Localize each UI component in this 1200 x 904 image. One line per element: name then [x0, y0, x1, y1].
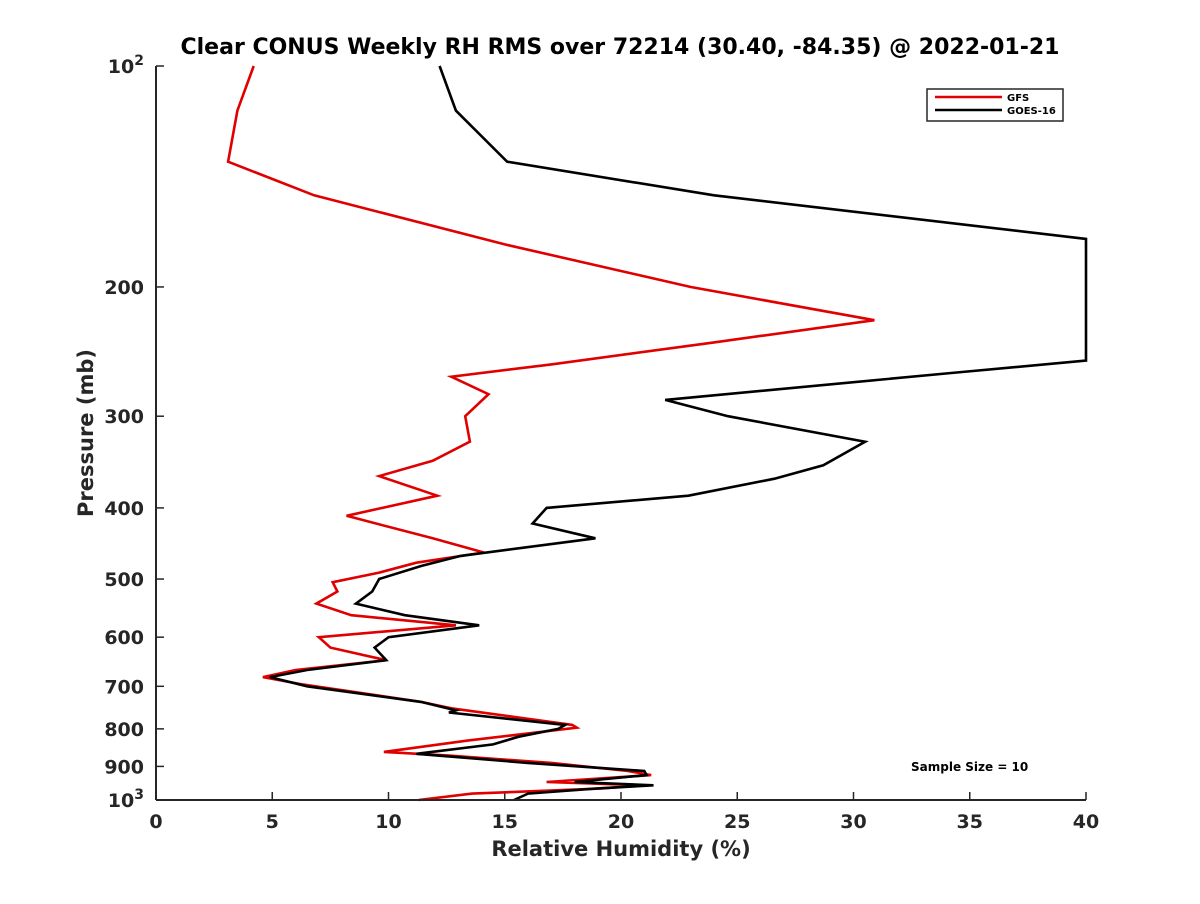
legend-box	[926, 88, 1064, 122]
series-layer	[226, 65, 1088, 802]
axis-ticks: 0 5 10 15 20 25 30 35 40 102 200 300 400 500 600 700 800…	[104, 53, 1099, 833]
legend-label-goes16: GOES-16	[1007, 106, 1056, 117]
x-tick-label: 35	[957, 811, 983, 833]
y-tick-label: 103	[108, 787, 144, 812]
sample-size-annotation: Sample Size = 10	[911, 760, 1028, 774]
legend-label-gfs: GFS	[1007, 93, 1029, 104]
legend: GFS GOES-16	[926, 88, 1064, 122]
x-tick-label: 5	[266, 811, 279, 833]
y-tick-label: 900	[104, 756, 144, 778]
y-tick-label: 500	[104, 569, 144, 591]
y-tick-label: 700	[104, 676, 144, 698]
x-tick-label: 0	[149, 811, 162, 833]
series-line-goes16	[269, 65, 1088, 802]
x-tick-label: 10	[375, 811, 401, 833]
x-tick-label: 20	[608, 811, 634, 833]
x-tick-label: 25	[724, 811, 750, 833]
x-axis-title: Relative Humidity (%)	[491, 837, 750, 861]
x-tick-label: 15	[492, 811, 518, 833]
y-tick-label: 102	[108, 53, 144, 78]
y-axis-title: Pressure (mb)	[74, 349, 98, 517]
y-tick-label: 600	[104, 627, 144, 649]
y-tick-label: 800	[104, 719, 144, 741]
x-tick-label: 40	[1073, 811, 1099, 833]
x-tick-label: 30	[840, 811, 866, 833]
y-tick-label: 400	[104, 498, 144, 520]
y-tick-label: 200	[104, 277, 144, 299]
plot-area	[156, 66, 1086, 800]
y-tick-label: 300	[104, 406, 144, 428]
chart-title: Clear CONUS Weekly RH RMS over 72214 (30…	[181, 35, 1060, 60]
